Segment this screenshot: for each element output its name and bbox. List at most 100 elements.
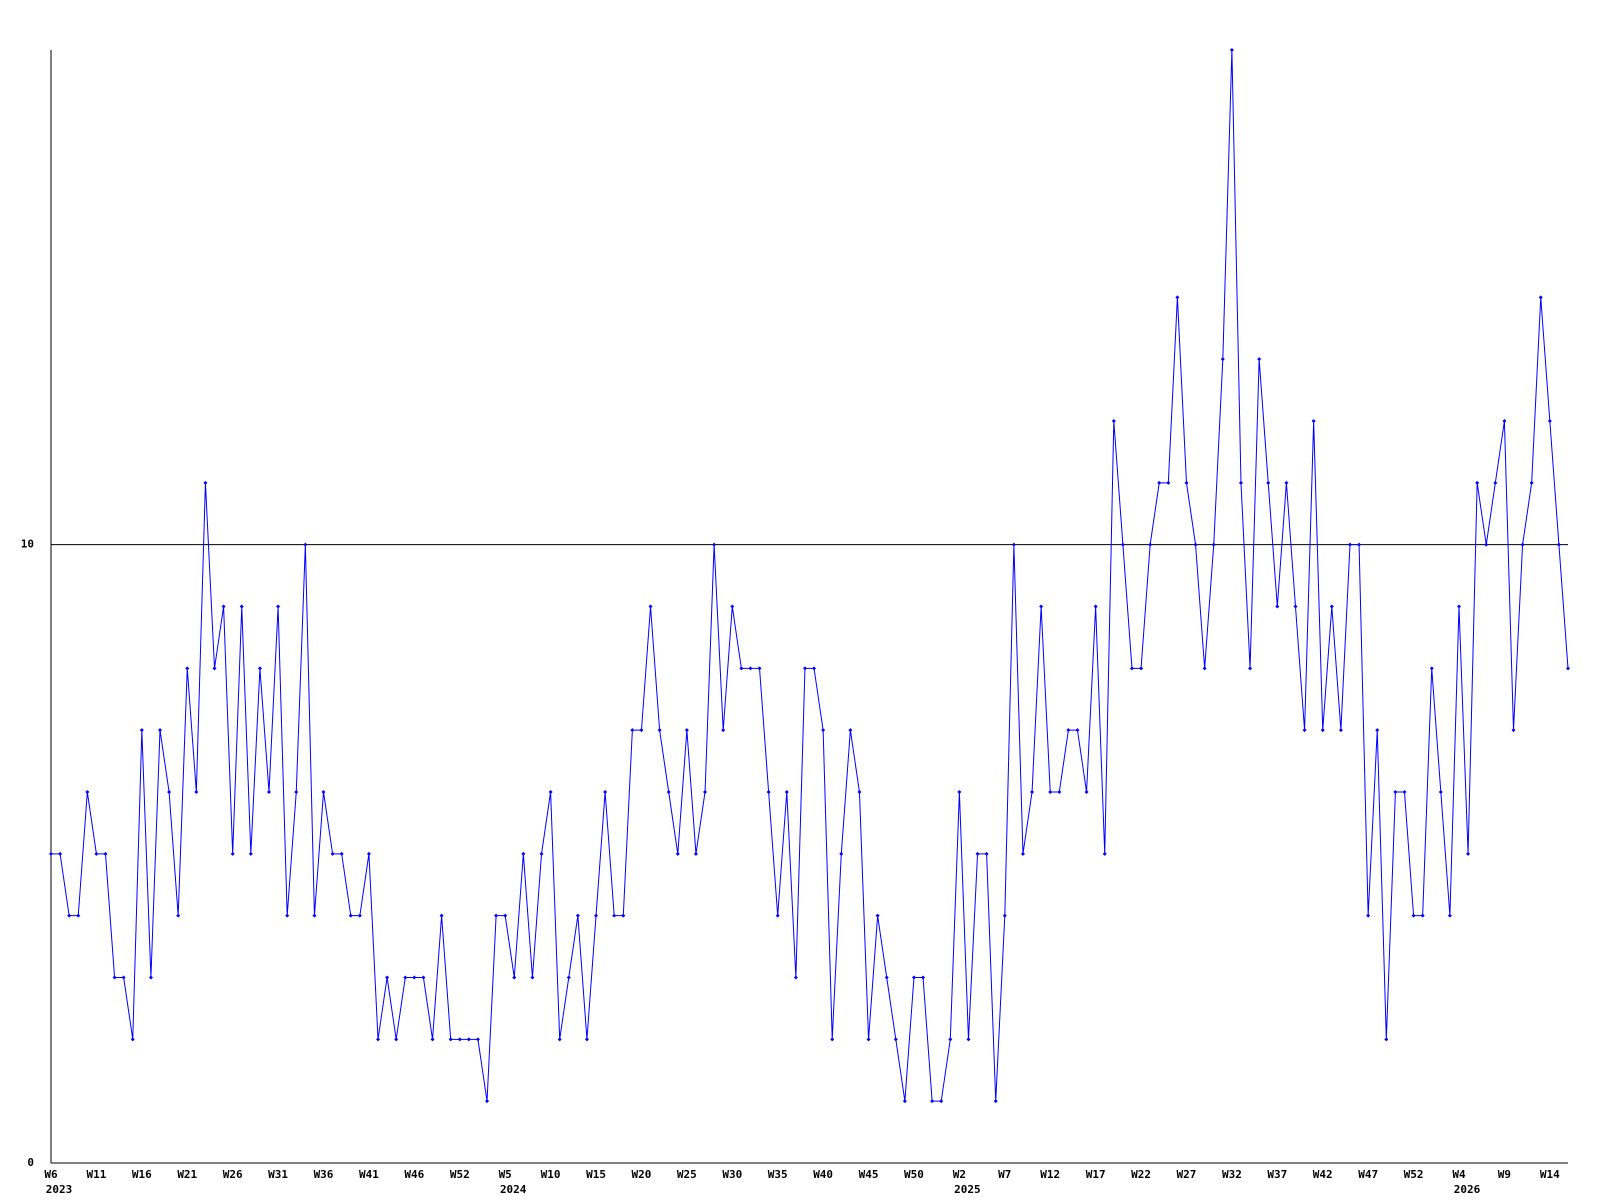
point xyxy=(902,1099,907,1104)
point xyxy=(821,728,826,733)
point xyxy=(1338,728,1343,733)
point xyxy=(1429,666,1434,671)
point xyxy=(1211,542,1216,547)
point xyxy=(430,1037,435,1042)
point xyxy=(1257,357,1262,362)
point xyxy=(276,604,281,609)
point xyxy=(666,790,671,794)
point xyxy=(1157,480,1162,485)
point xyxy=(285,913,290,918)
point xyxy=(1320,728,1325,733)
x-tick-label: W14 xyxy=(1540,1168,1560,1181)
point xyxy=(693,851,698,856)
point xyxy=(49,851,53,856)
point xyxy=(1148,542,1153,547)
x-tick-label: W7 xyxy=(998,1168,1011,1181)
point xyxy=(348,913,353,918)
point xyxy=(230,851,235,856)
x-tick-label: W45 xyxy=(859,1168,879,1181)
point xyxy=(1093,604,1098,609)
point xyxy=(1229,48,1234,52)
point xyxy=(657,728,662,733)
x-tick-label: W35 xyxy=(768,1168,788,1181)
point xyxy=(721,728,726,733)
point xyxy=(975,851,980,856)
point xyxy=(530,975,535,980)
point xyxy=(757,666,762,671)
x-tick-label: W30 xyxy=(722,1168,742,1181)
point xyxy=(1111,419,1116,423)
point xyxy=(1329,604,1334,609)
point xyxy=(712,542,717,547)
point xyxy=(248,851,253,856)
x-tick-label: W40 xyxy=(813,1168,833,1181)
point xyxy=(1011,542,1016,547)
point xyxy=(1438,790,1443,794)
x-tick-label: W32 xyxy=(1222,1168,1242,1181)
line xyxy=(51,49,1569,1102)
point xyxy=(566,975,571,980)
point xyxy=(584,1037,589,1042)
point xyxy=(221,604,226,609)
point xyxy=(784,790,789,794)
y-tick-label: 10 xyxy=(21,538,34,551)
point xyxy=(1393,790,1398,794)
point xyxy=(957,790,962,794)
point xyxy=(412,975,417,980)
point xyxy=(1366,913,1371,918)
point xyxy=(1520,542,1525,547)
point xyxy=(330,851,335,856)
point xyxy=(294,790,299,794)
point xyxy=(1238,480,1243,485)
x-tick-label: W16 xyxy=(132,1168,152,1181)
point xyxy=(1030,790,1035,794)
point xyxy=(1493,480,1498,485)
point xyxy=(203,480,208,485)
point xyxy=(239,604,244,609)
point xyxy=(1302,728,1307,733)
point xyxy=(630,728,635,733)
point xyxy=(1475,480,1480,485)
point xyxy=(884,975,889,980)
point xyxy=(639,728,644,733)
point xyxy=(1511,728,1516,733)
x-tick-label: W17 xyxy=(1086,1168,1106,1181)
point xyxy=(1311,419,1316,423)
point xyxy=(366,851,371,856)
point xyxy=(739,666,744,671)
point xyxy=(1556,542,1561,547)
point xyxy=(603,790,608,794)
x-tick-label: W36 xyxy=(314,1168,334,1181)
x-tick-label: W21 xyxy=(177,1168,197,1181)
point xyxy=(1139,666,1144,671)
x-tick-label: W47 xyxy=(1358,1168,1378,1181)
x-tick-label: W10 xyxy=(541,1168,561,1181)
x-tick-label: W5 xyxy=(499,1168,512,1181)
point xyxy=(403,975,408,980)
point xyxy=(257,666,262,671)
x-tick-label: W9 xyxy=(1498,1168,1511,1181)
point xyxy=(1084,790,1089,794)
point xyxy=(494,913,499,918)
point xyxy=(421,975,426,980)
point xyxy=(167,790,172,794)
point xyxy=(802,666,807,671)
point xyxy=(512,975,517,980)
point xyxy=(130,1037,135,1042)
point xyxy=(121,975,126,980)
point xyxy=(158,728,163,733)
x-tick-label: W27 xyxy=(1177,1168,1197,1181)
x-tick-label: W6 xyxy=(44,1168,58,1181)
point xyxy=(1248,666,1253,671)
point xyxy=(1202,666,1207,671)
point xyxy=(475,1037,480,1042)
point xyxy=(775,913,780,918)
point xyxy=(548,790,553,794)
point xyxy=(1020,851,1025,856)
point xyxy=(1220,357,1225,362)
point xyxy=(76,913,81,918)
point xyxy=(1129,666,1134,671)
point xyxy=(921,975,926,980)
x-tick-label: W11 xyxy=(86,1168,106,1181)
